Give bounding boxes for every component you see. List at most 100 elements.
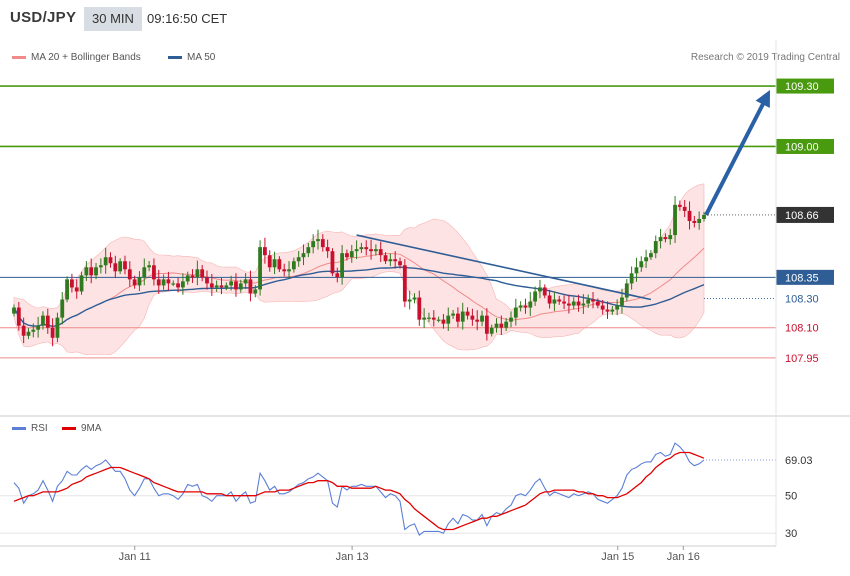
candle-body: [180, 281, 185, 288]
candle-body: [697, 218, 702, 223]
legend-label-9ma: 9MA: [81, 423, 102, 434]
candle-body: [494, 323, 499, 328]
x-tick-label: Jan 15: [601, 551, 634, 563]
candle-body: [562, 301, 566, 304]
legend-item-rsi: RSI: [12, 423, 48, 434]
candle-body: [566, 303, 571, 306]
candle-body: [190, 275, 195, 278]
candle-body: [31, 329, 36, 332]
candle-body: [103, 257, 108, 266]
candle-body: [388, 259, 393, 262]
level-box-108.35: [776, 269, 834, 285]
x-tick-label: Jan 16: [667, 551, 700, 563]
candle-body: [383, 255, 388, 262]
candle-body: [311, 241, 316, 248]
ma50-swatch: [168, 55, 182, 59]
candle-body: [345, 253, 349, 258]
candle-body: [195, 269, 200, 278]
candle-body: [605, 309, 610, 312]
x-tick-label: Jan 13: [336, 551, 369, 563]
candle-body: [407, 299, 412, 302]
candle-body: [460, 311, 465, 322]
candle-body: [456, 313, 460, 322]
candle-body: [427, 317, 431, 319]
candle-body: [586, 299, 591, 304]
copyright-text: Research © 2019 Trading Central: [690, 52, 840, 63]
candle-body: [624, 283, 629, 298]
symbol-title: USD/JPY: [10, 9, 77, 26]
candle-body: [412, 297, 417, 300]
candle-body: [373, 249, 378, 252]
candle-body: [658, 237, 663, 242]
timeframe-button[interactable]: 30 MIN: [84, 7, 142, 31]
level-box-108.10: [776, 320, 834, 336]
candle-body: [176, 283, 180, 288]
candle-body: [571, 301, 576, 306]
candle-body: [687, 210, 692, 221]
candle-body: [644, 257, 648, 262]
candle-body: [557, 299, 562, 302]
candle-body: [36, 325, 41, 330]
level-label-109.30: 109.30: [785, 81, 819, 93]
candle-body: [595, 301, 600, 306]
candle-body: [422, 317, 427, 320]
candle-body: [26, 331, 31, 336]
candle-body: [137, 277, 142, 286]
rsi-current-label: 69.03: [785, 455, 813, 467]
ma50-line: [13, 266, 705, 328]
candle-body: [161, 279, 166, 286]
candle-body: [354, 249, 359, 252]
candle-body: [253, 289, 258, 294]
candle-body: [98, 265, 103, 268]
candle-body: [634, 267, 639, 274]
candle-body: [441, 319, 446, 324]
candle-body: [547, 295, 552, 304]
chart-header: USD/JPY 30 MIN 09:16:50 CET: [0, 0, 850, 38]
candle-body: [113, 263, 118, 272]
candle-body: [538, 287, 542, 292]
candle-body: [94, 267, 98, 276]
level-box-109.00: [776, 138, 834, 154]
candle-body: [229, 281, 234, 286]
candle-body: [393, 259, 398, 262]
candle-body: [301, 253, 306, 258]
candle-body: [282, 269, 287, 272]
candle-body: [123, 261, 127, 270]
candle-body: [238, 283, 243, 290]
candle-body: [335, 273, 340, 278]
rsi-tick-50: 50: [785, 491, 797, 503]
candle-body: [74, 287, 79, 292]
candle-body: [499, 323, 504, 328]
projection-arrowhead: [755, 90, 770, 108]
rsi-swatch: [12, 426, 26, 430]
resistance-trendline: [356, 234, 652, 301]
candle-body: [166, 279, 171, 284]
candle-body: [45, 315, 50, 328]
candle-body: [533, 291, 538, 302]
candle-body: [142, 267, 147, 278]
candle-body: [41, 315, 45, 326]
candle-body: [79, 275, 84, 292]
candle-body: [108, 257, 113, 264]
candle-body: [152, 265, 156, 280]
candle-body: [156, 279, 161, 286]
candle-body: [267, 255, 272, 268]
candle-body: [296, 257, 301, 262]
projection-arrow: [704, 101, 766, 216]
candle-body: [489, 327, 494, 334]
candle-body: [200, 269, 205, 278]
candle-body: [50, 327, 55, 338]
candle-body: [668, 235, 673, 240]
candle-body: [378, 249, 383, 256]
candle-body: [484, 315, 489, 334]
candle-body: [248, 279, 253, 294]
candle-body: [523, 305, 528, 308]
candle-body: [287, 269, 291, 272]
candle-body: [446, 315, 451, 324]
candle-body: [653, 241, 658, 254]
candle-body: [21, 325, 26, 336]
rsi-tick-30: 30: [785, 528, 797, 540]
chart-time: 09:16:50 CET: [147, 11, 228, 26]
rsi-series-9ma: [13, 451, 705, 531]
